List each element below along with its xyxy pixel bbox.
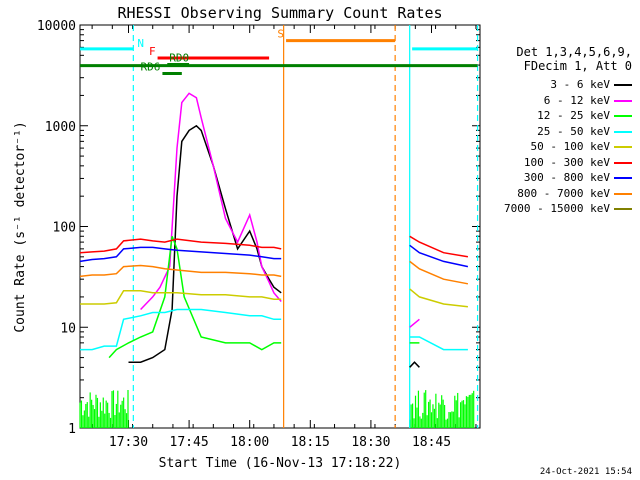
x-tick-label: 18:00 <box>230 435 269 450</box>
series-line <box>108 236 420 359</box>
y-tick-label: 1000 <box>45 120 76 135</box>
legend-label: 6 - 12 keV <box>543 93 610 107</box>
legend-swatch <box>614 99 632 102</box>
series-line <box>80 288 468 308</box>
legend-label: 300 - 800 keV <box>523 171 610 184</box>
legend-label: 3 - 6 keV <box>550 78 610 91</box>
legend-header-line-1: Det 1,3,4,5,6,9, <box>516 45 632 59</box>
legend-label: 12 - 25 keV <box>537 109 610 122</box>
legend-swatch <box>614 161 632 164</box>
y-tick-label: 1 <box>68 422 76 437</box>
series-line <box>80 308 468 351</box>
legend-entry: 300 - 800 keV <box>484 171 632 185</box>
legend-swatch <box>614 177 632 179</box>
legend-swatch <box>614 84 632 86</box>
plot-frame <box>79 24 481 429</box>
legend-swatch <box>614 192 632 195</box>
y-axis-label: Count Rate (s⁻¹ detector⁻¹) <box>13 121 28 332</box>
x-axis-label: Start Time (16-Nov-13 17:18:22) <box>159 456 402 471</box>
legend-swatch <box>614 130 632 133</box>
chart-title: RHESSI Observing Summary Count Rates <box>117 4 442 22</box>
flag-label: N <box>137 37 144 50</box>
plot-area: 1 10 100 1000 10000 17:30 17:45 18:00 18:15 18:30… <box>37 19 481 450</box>
legend-entry: 3 - 6 keV <box>484 78 632 92</box>
flag-label: RD0 <box>169 52 189 65</box>
flag-label: RD6 <box>141 61 161 74</box>
flag-label: F <box>149 45 156 58</box>
series-line <box>128 124 420 368</box>
legend-entry: 25 - 50 keV <box>484 125 632 139</box>
series-line <box>79 235 469 258</box>
legend-entry: 12 - 25 keV <box>484 109 632 123</box>
x-tick-label: 17:45 <box>170 435 209 450</box>
legend-label: 800 - 7000 keV <box>517 186 610 200</box>
x-tick-label: 18:30 <box>351 435 390 450</box>
legend-label: 25 - 50 keV <box>537 124 610 138</box>
legend-swatch <box>614 146 632 148</box>
legend-entry: 100 - 300 keV <box>484 156 632 170</box>
x-tick-label: 17:30 <box>109 435 148 450</box>
legend-entry: 50 - 100 keV <box>484 140 632 154</box>
footer-timestamp: 24-Oct-2021 15:54 <box>539 467 632 477</box>
legend-swatch <box>614 208 632 210</box>
y-tick-label: 100 <box>53 221 76 236</box>
legend-label: 7000 - 15000 keV <box>504 202 610 215</box>
legend-entry: 800 - 7000 keV <box>484 187 632 201</box>
legend-header-line-2: FDecim 1, Att 0 <box>523 59 632 73</box>
series-line <box>79 244 469 268</box>
y-tick-label: 10000 <box>37 19 76 34</box>
x-tick-label: 18:15 <box>291 435 330 450</box>
y-tick-label: 10 <box>60 321 76 336</box>
flag-label: S <box>277 28 284 41</box>
legend-swatch <box>614 115 632 117</box>
x-tick-label: 18:45 <box>412 435 451 450</box>
legend-label: 100 - 300 keV <box>523 155 610 169</box>
series-line <box>79 260 469 285</box>
legend-entry: 6 - 12 keV <box>484 94 632 108</box>
legend-entry: 7000 - 15000 keV <box>484 202 632 216</box>
legend-label: 50 - 100 keV <box>530 140 610 153</box>
